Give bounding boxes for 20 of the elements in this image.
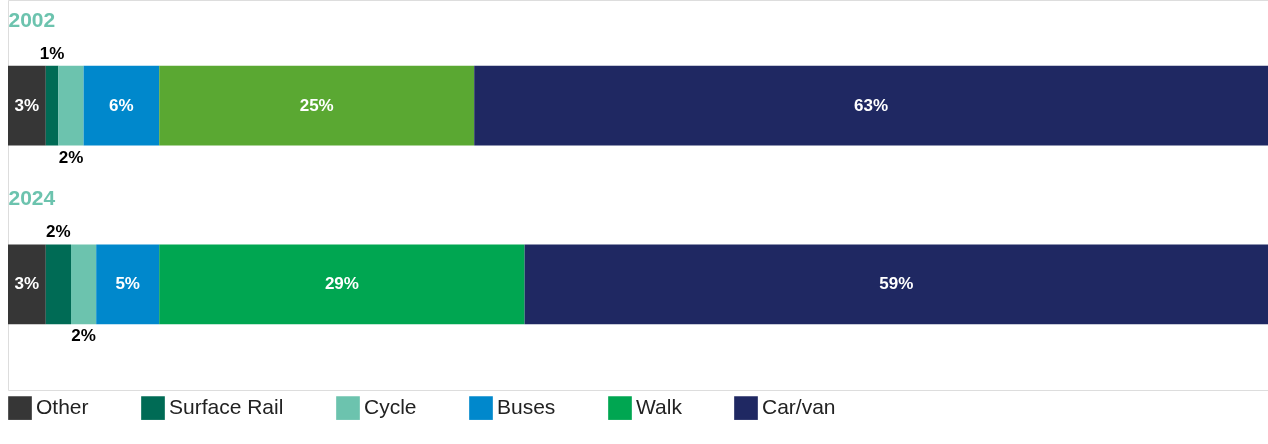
legend-label: Car/van (762, 395, 836, 419)
data-label: 5% (115, 274, 140, 294)
legend-label: Cycle (364, 395, 417, 419)
data-label: 2% (46, 222, 71, 242)
data-label: 29% (324, 274, 359, 294)
data-label: 2% (58, 147, 84, 167)
data-label: 3% (14, 274, 40, 294)
y-tick-label: 2024 (8, 186, 56, 210)
data-label: 3% (14, 95, 40, 115)
y-tick-label: 2002 (8, 7, 56, 31)
legend-label: Surface Rail (169, 395, 284, 419)
data-label: 2% (71, 326, 96, 346)
data-label: 59% (879, 274, 914, 294)
data-label: 6% (109, 95, 134, 115)
data-label: 63% (854, 95, 889, 115)
data-label: 25% (299, 95, 334, 115)
legend-label: Other (36, 395, 89, 419)
data-label: 1% (39, 43, 65, 63)
legend-label: Walk (636, 395, 683, 419)
legend-label: Buses (497, 395, 556, 419)
